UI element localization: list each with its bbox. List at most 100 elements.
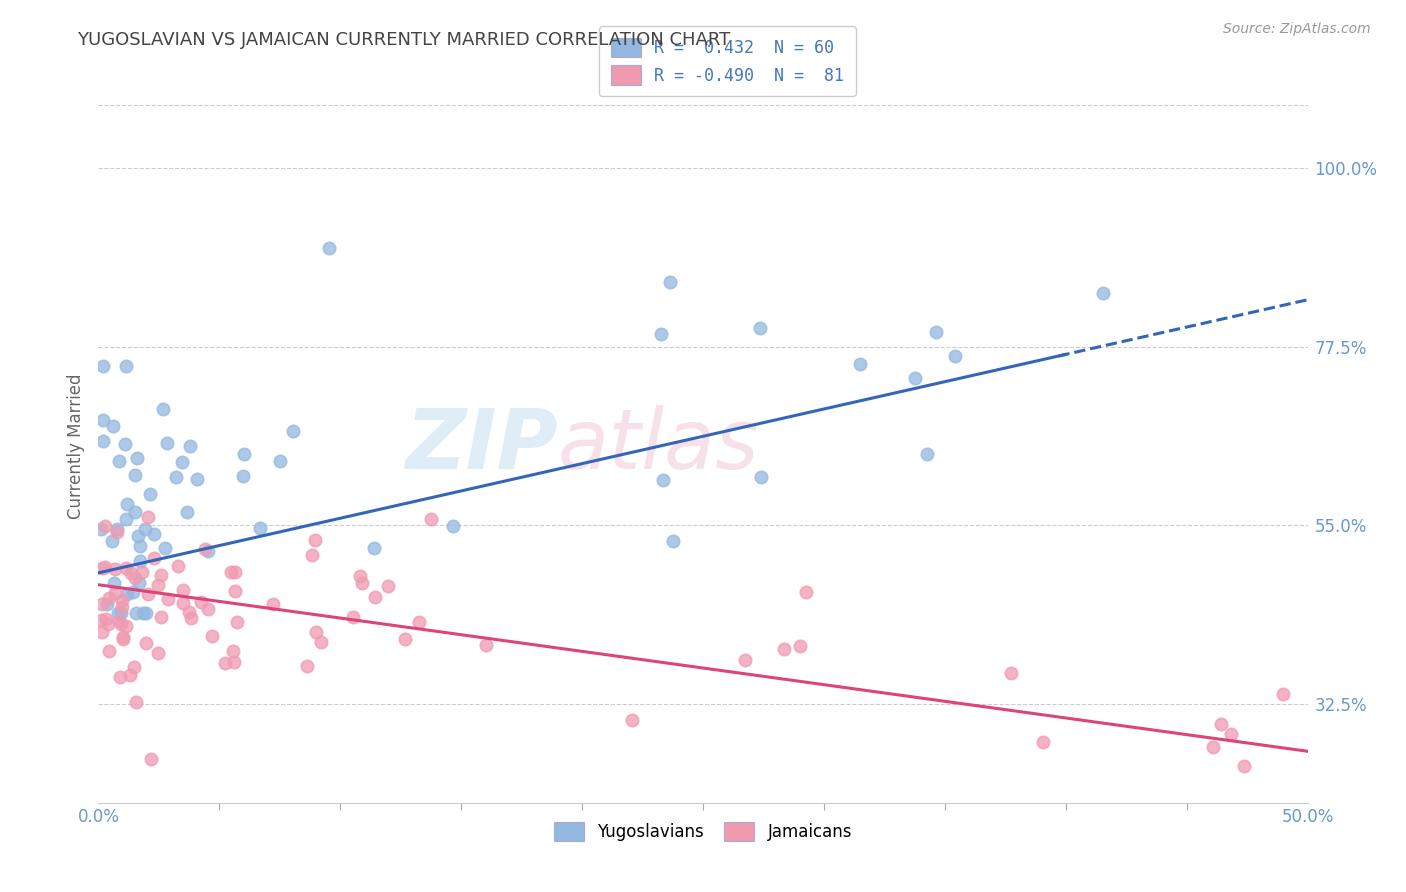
Point [1233, 759, 1256, 773]
Point [108, 615, 131, 629]
Point [734, 652, 756, 666]
Point [93, 560, 115, 574]
Point [132, 606, 155, 620]
Point [108, 454, 131, 468]
Point [232, 468, 254, 483]
Point [201, 629, 224, 643]
Point [124, 468, 146, 483]
Point [650, 326, 672, 341]
Point [90, 560, 112, 574]
Point [311, 634, 333, 648]
Point [94, 518, 117, 533]
Point [172, 455, 194, 469]
Point [91, 597, 114, 611]
Point [318, 241, 340, 255]
Point [904, 371, 927, 385]
Point [148, 646, 170, 660]
Point [103, 575, 125, 590]
Point [349, 569, 371, 583]
Point [475, 638, 498, 652]
Point [408, 615, 430, 630]
Point [304, 533, 326, 547]
Point [104, 562, 127, 576]
Point [108, 670, 131, 684]
Point [214, 656, 236, 670]
Point [111, 630, 134, 644]
Point [652, 473, 675, 487]
Point [773, 642, 796, 657]
Point [97, 643, 120, 657]
Point [115, 587, 138, 601]
Point [152, 402, 174, 417]
Point [115, 359, 138, 373]
Point [377, 579, 399, 593]
Point [118, 667, 141, 681]
Point [176, 505, 198, 519]
Point [115, 512, 138, 526]
Point [262, 598, 284, 612]
Point [124, 571, 146, 585]
Point [128, 575, 150, 590]
Point [157, 591, 180, 606]
Point [172, 596, 194, 610]
Point [121, 566, 143, 581]
Point [186, 472, 208, 486]
Point [167, 559, 190, 574]
Point [297, 659, 319, 673]
Point [111, 592, 134, 607]
Point [105, 522, 128, 536]
Point [441, 519, 464, 533]
Point [115, 561, 138, 575]
Point [134, 522, 156, 536]
Point [224, 583, 246, 598]
Point [269, 454, 291, 468]
Point [179, 439, 201, 453]
Point [658, 276, 681, 290]
Point [97, 616, 120, 631]
Point [180, 610, 202, 624]
Point [165, 470, 187, 484]
Point [101, 533, 124, 548]
Point [90, 613, 112, 627]
Point [122, 585, 145, 599]
Point [98, 591, 121, 606]
Point [749, 469, 772, 483]
Point [179, 605, 201, 619]
Point [1091, 285, 1114, 300]
Point [91, 434, 114, 448]
Point [139, 752, 162, 766]
Point [342, 610, 364, 624]
Point [111, 600, 134, 615]
Point [915, 447, 938, 461]
Point [129, 554, 152, 568]
Point [662, 533, 685, 548]
Point [96, 597, 118, 611]
Point [620, 713, 643, 727]
Point [155, 541, 177, 555]
Point [101, 418, 124, 433]
Point [943, 349, 966, 363]
Point [305, 625, 328, 640]
Legend: Yugoslavians, Jamaicans: Yugoslavians, Jamaicans [547, 815, 859, 848]
Text: Source: ZipAtlas.com: Source: ZipAtlas.com [1223, 22, 1371, 37]
Point [107, 606, 129, 620]
Point [249, 521, 271, 535]
Point [142, 527, 165, 541]
Point [122, 660, 145, 674]
Text: YUGOSLAVIAN VS JAMAICAN CURRENTLY MARRIED CORRELATION CHART: YUGOSLAVIAN VS JAMAICAN CURRENTLY MARRIE… [77, 31, 731, 49]
Text: ZIP: ZIP [405, 406, 558, 486]
Point [136, 587, 159, 601]
Point [197, 601, 219, 615]
Point [364, 591, 387, 605]
Point [194, 542, 217, 557]
Point [1000, 666, 1022, 681]
Point [224, 566, 246, 580]
Point [114, 619, 136, 633]
Point [172, 583, 194, 598]
Point [124, 505, 146, 519]
Point [90, 522, 112, 536]
Point [363, 541, 385, 555]
Point [117, 497, 139, 511]
Point [394, 632, 416, 646]
Point [142, 550, 165, 565]
